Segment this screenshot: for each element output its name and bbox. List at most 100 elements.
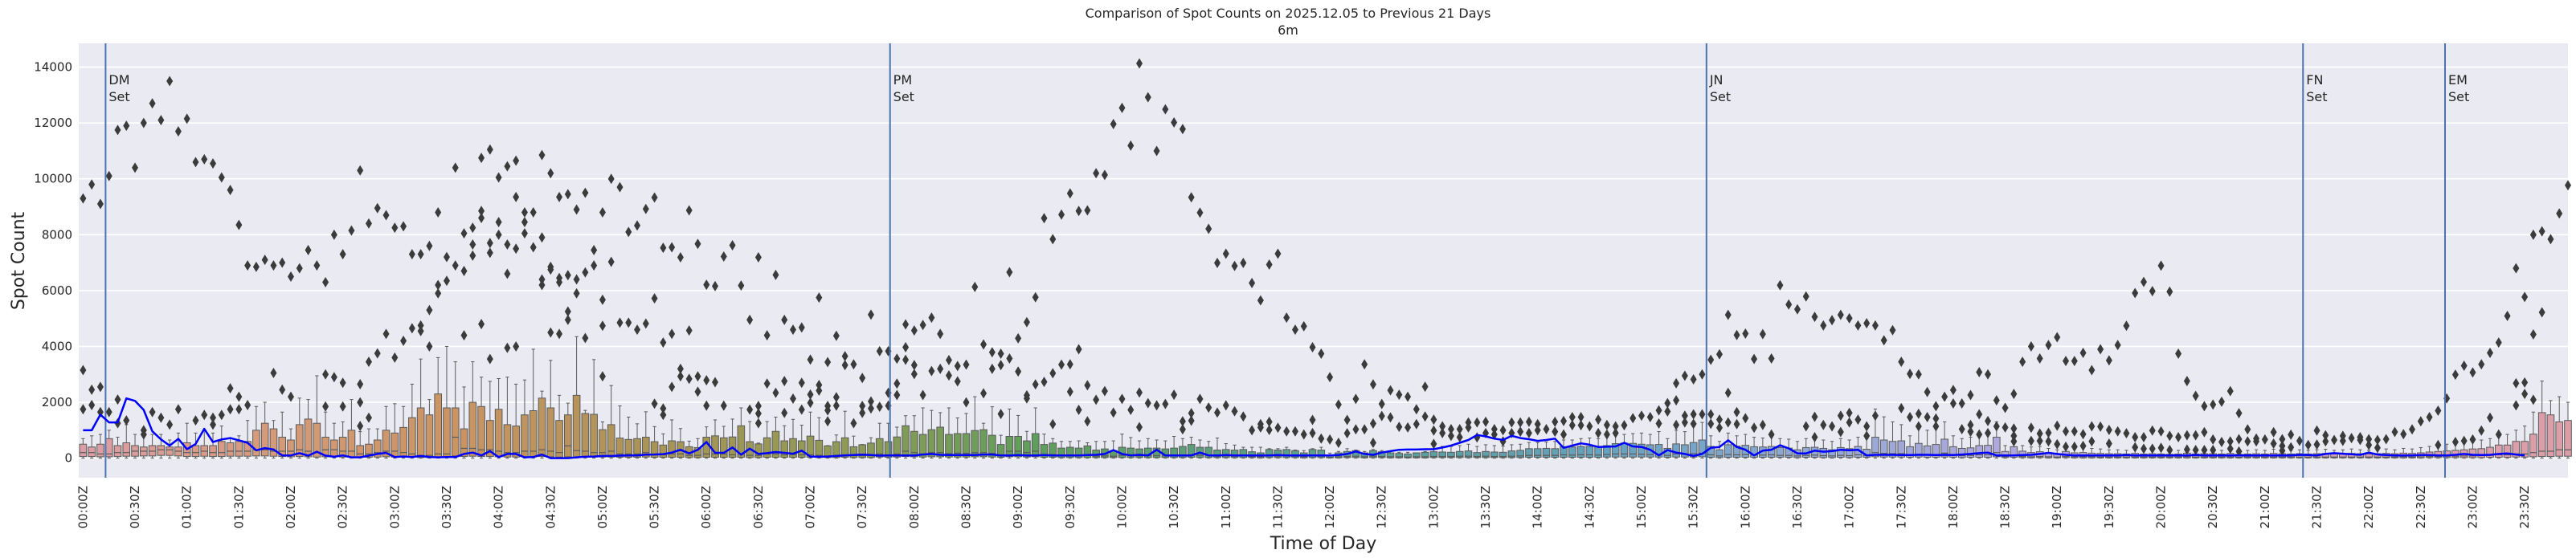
outlier-point <box>919 320 926 331</box>
box-43 <box>451 361 460 459</box>
box-iqr <box>1170 447 1178 458</box>
outlier-point <box>1049 418 1057 430</box>
outlier-point <box>1136 387 1143 398</box>
box-170 <box>1551 441 1560 459</box>
outlier-point <box>1110 407 1117 418</box>
outlier-point <box>677 371 684 382</box>
box-iqr <box>157 445 166 456</box>
outlier-point <box>227 383 234 394</box>
outlier-point <box>1421 381 1429 393</box>
outlier-point <box>1291 426 1298 437</box>
outlier-point <box>2149 425 2156 436</box>
box-iqr <box>252 430 260 457</box>
box-iqr <box>1923 445 1932 458</box>
box-155 <box>1421 450 1429 459</box>
box-iqr <box>1413 452 1421 458</box>
outlier-point <box>988 347 996 358</box>
outlier-point <box>460 330 468 341</box>
x-tick-label: 22:30Z <box>2414 486 2428 529</box>
box-iqr <box>2555 421 2564 457</box>
box-94 <box>893 426 902 459</box>
outlier-point <box>1309 414 1316 426</box>
box-16 <box>217 426 226 459</box>
box-28 <box>321 411 329 459</box>
box-110 <box>1031 407 1040 459</box>
outlier-point <box>591 260 598 271</box>
box-iqr <box>1915 442 1923 458</box>
box-iqr <box>1975 445 1984 458</box>
outlier-point <box>893 353 901 365</box>
outlier-point <box>80 193 87 204</box>
outlier-point <box>937 328 944 340</box>
outlier-point <box>694 238 701 250</box>
outlier-point <box>2244 424 2251 435</box>
box-iqr <box>771 430 780 458</box>
outlier-point <box>703 375 710 386</box>
chart-subtitle: 6m <box>1278 22 1298 38</box>
outlier-point <box>2451 436 2459 447</box>
outlier-point <box>1032 291 1039 303</box>
outlier-point <box>556 328 563 340</box>
x-tick-label: 01:00Z <box>180 486 194 529</box>
x-tick-label: 03:30Z <box>440 486 454 529</box>
outlier-point <box>2175 432 2182 443</box>
outlier-point <box>322 276 329 287</box>
box-162 <box>1482 444 1490 459</box>
outlier-point <box>781 376 788 387</box>
x-tick-label: 02:00Z <box>284 486 298 529</box>
outlier-point <box>1015 366 1022 377</box>
x-tick-label: 17:00Z <box>1842 486 1857 529</box>
box-100 <box>945 407 953 459</box>
outlier-point <box>288 271 295 283</box>
outlier-point <box>1032 379 1039 390</box>
outlier-point <box>669 242 676 253</box>
box-iqr <box>1040 444 1049 458</box>
outlier-point <box>859 407 866 418</box>
y-tick-label: 0 <box>64 451 72 466</box>
box-iqr <box>633 438 641 458</box>
x-tick-label: 08:00Z <box>907 486 922 529</box>
outlier-point <box>1257 422 1264 433</box>
outlier-point <box>1759 328 1766 340</box>
outlier-point <box>1240 411 1247 422</box>
outlier-point <box>1335 438 1342 449</box>
outlier-point <box>2088 365 2096 376</box>
box-iqr <box>365 443 373 458</box>
box-1 <box>88 435 96 459</box>
outlier-point <box>2253 436 2260 447</box>
box-iqr <box>1638 443 1646 458</box>
outlier-point <box>244 260 251 271</box>
event-label: Set <box>893 89 914 104</box>
outlier-point <box>2071 426 2078 437</box>
outlier-point <box>149 98 156 109</box>
box-99 <box>936 412 944 459</box>
box-iqr <box>2521 441 2529 458</box>
outlier-point <box>1041 213 1048 224</box>
outlier-point <box>2235 408 2243 419</box>
box-iqr <box>382 430 390 458</box>
outlier-point <box>2149 443 2156 454</box>
box-iqr <box>191 445 200 458</box>
outlier-point <box>685 373 693 385</box>
outlier-point <box>521 228 528 239</box>
box-iqr <box>1005 436 1014 458</box>
box-iqr <box>1776 446 1785 458</box>
box-137 <box>1265 448 1274 459</box>
box-iqr <box>1672 443 1680 458</box>
box-iqr <box>996 444 1005 458</box>
outlier-point <box>417 249 424 260</box>
box-152 <box>1395 451 1404 459</box>
outlier-point <box>478 212 485 223</box>
outlier-point <box>763 330 771 341</box>
outlier-point <box>651 192 658 203</box>
outlier-point <box>2157 442 2165 454</box>
x-tick-label: 23:00Z <box>2465 486 2480 529</box>
outlier-point <box>495 217 502 228</box>
outlier-point <box>313 260 321 271</box>
box-iqr <box>1395 453 1404 458</box>
outlier-point <box>2175 348 2182 360</box>
box-79 <box>763 421 771 459</box>
outlier-point <box>582 332 589 344</box>
outlier-point <box>435 287 442 299</box>
box-iqr <box>1819 447 1828 458</box>
